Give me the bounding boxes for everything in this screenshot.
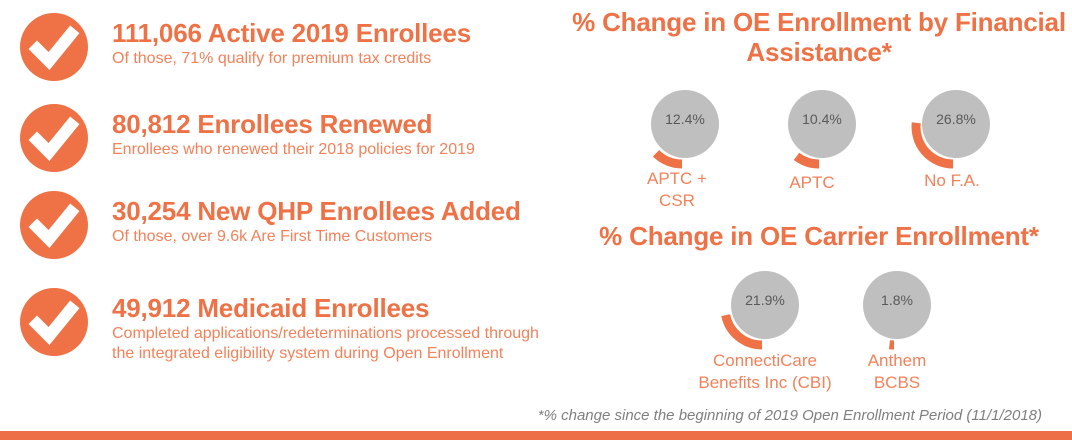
- checkmark-icon: [20, 191, 88, 259]
- checklist-item-medicaid-enrollees: 49,912 Medicaid Enrollees Completed appl…: [20, 288, 566, 363]
- gauge-value: 26.8%: [936, 111, 976, 127]
- gauge-anthem: 1.8%: [845, 259, 949, 363]
- gauge-label-anthem: Anthem BCBS: [867, 351, 927, 393]
- gauge-value: 10.4%: [802, 111, 842, 127]
- checkmark-icon: [20, 288, 88, 356]
- gauge-circle: [788, 90, 856, 158]
- gauge-label-no-fa: No F.A.: [924, 171, 980, 190]
- stat-title: 111,066 Active 2019 Enrollees: [112, 18, 471, 48]
- footnote: *% change since the beginning of 2019 Op…: [537, 407, 1042, 424]
- gauge-arc: [793, 152, 820, 169]
- checklist-item-enrollees-renewed: 80,812 Enrollees Renewed Enrollees who r…: [20, 104, 566, 172]
- chart-title-financial-assistance: % Change in OE Enrollment by Financial A…: [572, 7, 1066, 67]
- stat-subtitle: Of those, over 9.6k Are First Time Custo…: [112, 228, 433, 246]
- gauge-circle: [922, 90, 990, 158]
- gauge-label-connecticare: ConnectiCare Benefits Inc (CBI): [698, 351, 832, 393]
- gauge-aptc-csr: 12.4%: [633, 78, 737, 182]
- gauge-circle: [863, 271, 931, 339]
- gauge-aptc: 10.4%: [770, 78, 874, 182]
- gauge-value: 1.8%: [881, 292, 913, 308]
- gauge-arc: [721, 314, 763, 350]
- stat-subtitle: Completed applications/redeterminations …: [112, 325, 539, 362]
- gauge-label-aptc-csr: APTC + CSR: [647, 169, 707, 211]
- gauge-arc: [911, 122, 954, 169]
- gauge-label-aptc: APTC: [789, 173, 835, 192]
- checklist-item-active-enrollees: 111,066 Active 2019 Enrollees Of those, …: [20, 13, 566, 81]
- gauge-circle: [731, 271, 799, 339]
- gauge-arc: [652, 149, 683, 169]
- stat-title: 30,254 New QHP Enrollees Added: [112, 196, 521, 226]
- stat-title: 80,812 Enrollees Renewed: [112, 109, 433, 139]
- gauge-connecticare: 21.9%: [713, 259, 817, 363]
- checkmark-icon: [20, 104, 88, 172]
- checklist-item-new-qhp-enrollees: 30,254 New QHP Enrollees Added Of those,…: [20, 191, 566, 259]
- gauge-no-fa: 26.8%: [904, 78, 1008, 182]
- bottom-accent-bar: [0, 431, 1072, 440]
- gauge-value: 21.9%: [745, 292, 785, 308]
- gauge-circle: [651, 90, 719, 158]
- stat-subtitle: Enrollees who renewed their 2018 policie…: [112, 141, 475, 159]
- gauge-value: 12.4%: [665, 111, 705, 127]
- checkmark-icon: [20, 13, 88, 81]
- stat-subtitle: Of those, 71% qualify for premium tax cr…: [112, 50, 432, 68]
- chart-title-carrier-enrollment: % Change in OE Carrier Enrollment*: [599, 221, 1039, 251]
- stat-title: 49,912 Medicaid Enrollees: [112, 293, 430, 323]
